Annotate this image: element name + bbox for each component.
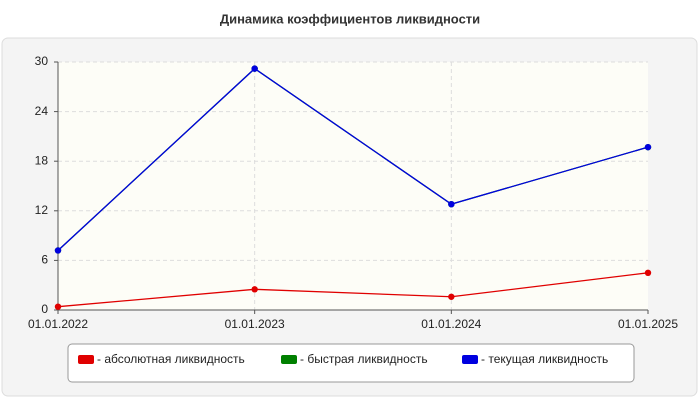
legend-label: - абсолютная ликвидность [97, 352, 245, 366]
legend-label: - текущая ликвидность [481, 352, 608, 366]
legend-label: - быстрая ликвидность [300, 352, 428, 366]
point [644, 269, 652, 276]
x-tick-label: 01.01.2025 [618, 317, 678, 331]
legend-swatch [78, 355, 94, 364]
legend-swatch [281, 355, 297, 364]
point [644, 143, 652, 151]
series-line [57, 272, 649, 308]
point [448, 200, 455, 208]
series-line [57, 67, 649, 251]
point [54, 247, 62, 254]
x-tick-label: 01.01.2024 [421, 317, 481, 331]
y-tick-label: 0 [41, 302, 48, 316]
plot-area [58, 62, 648, 310]
y-tick-label: 18 [35, 153, 49, 167]
y-tick-label: 30 [35, 54, 49, 68]
y-tick-label: 12 [35, 203, 49, 217]
x-tick-label: 01.01.2022 [28, 317, 88, 331]
point [251, 65, 258, 72]
y-tick-label: 24 [35, 104, 49, 118]
x-tick-label: 01.01.2023 [225, 317, 285, 331]
chart-title: Динамика коэффициентов ликвидности [220, 11, 480, 26]
y-tick-label: 6 [41, 253, 48, 267]
point [54, 303, 62, 310]
point [448, 293, 455, 300]
point [251, 286, 258, 293]
legend-swatch [462, 355, 478, 364]
legend [67, 343, 635, 383]
